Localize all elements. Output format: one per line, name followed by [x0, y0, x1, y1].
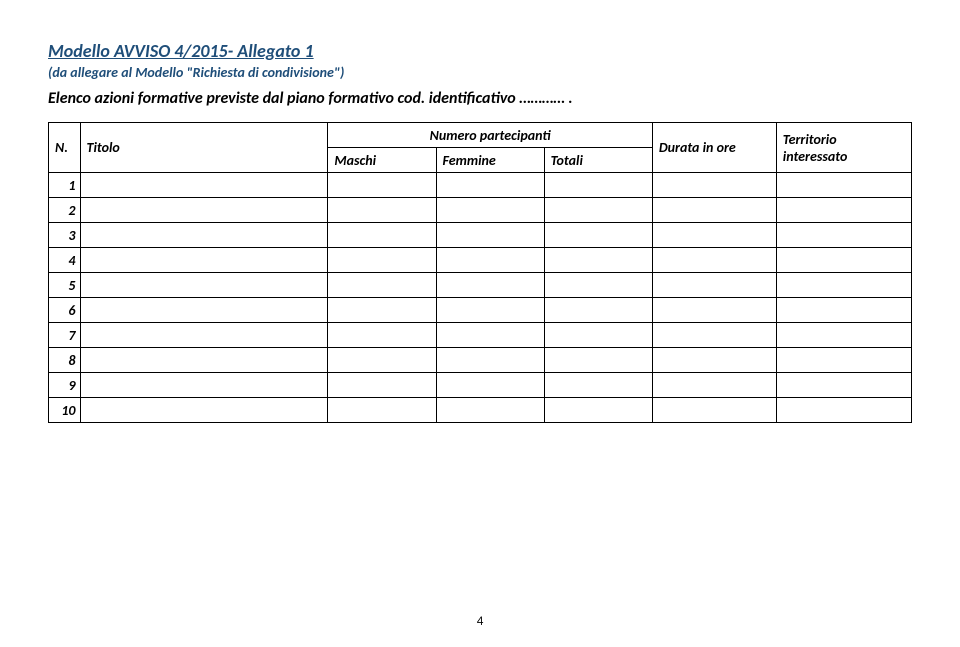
document-title: Modello AVVISO 4/2015- Allegato 1: [48, 40, 912, 62]
table-row: 6: [49, 298, 912, 323]
row-number: 7: [49, 323, 81, 348]
table-cell: [80, 273, 328, 298]
table-cell: [436, 198, 544, 223]
table-cell: [436, 323, 544, 348]
table-cell: [652, 173, 776, 198]
table-cell: [328, 323, 436, 348]
table-cell: [544, 398, 652, 423]
table-cell: [328, 398, 436, 423]
table-cell: [776, 198, 911, 223]
table-cell: [652, 398, 776, 423]
table-cell: [436, 248, 544, 273]
table-row: 1: [49, 173, 912, 198]
table-row: 2: [49, 198, 912, 223]
table-cell: [328, 298, 436, 323]
col-header-femmine: Femmine: [436, 148, 544, 173]
formative-actions-table: N. Titolo Numero partecipanti Durata in …: [48, 122, 912, 423]
table-cell: [80, 398, 328, 423]
table-cell: [80, 198, 328, 223]
table-cell: [80, 298, 328, 323]
table-cell: [652, 323, 776, 348]
col-header-totali: Totali: [544, 148, 652, 173]
table-cell: [436, 373, 544, 398]
table-cell: [776, 248, 911, 273]
table-cell: [776, 298, 911, 323]
col-header-territorio: Territorio interessato: [776, 123, 911, 173]
table-cell: [652, 298, 776, 323]
table-cell: [328, 373, 436, 398]
table-cell: [80, 173, 328, 198]
table-row: 3: [49, 223, 912, 248]
row-number: 4: [49, 248, 81, 273]
table-cell: [776, 273, 911, 298]
table-cell: [80, 323, 328, 348]
table-cell: [776, 348, 911, 373]
table-row: 7: [49, 323, 912, 348]
col-header-maschi: Maschi: [328, 148, 436, 173]
table-cell: [544, 248, 652, 273]
table-cell: [436, 273, 544, 298]
table-cell: [436, 348, 544, 373]
table-cell: [80, 348, 328, 373]
row-number: 6: [49, 298, 81, 323]
col-header-durata: Durata in ore: [652, 123, 776, 173]
table-cell: [776, 373, 911, 398]
table-cell: [328, 248, 436, 273]
table-cell: [652, 273, 776, 298]
table-cell: [652, 373, 776, 398]
col-header-n: N.: [49, 123, 81, 173]
table-cell: [544, 348, 652, 373]
table-cell: [328, 198, 436, 223]
table-cell: [652, 198, 776, 223]
table-cell: [436, 223, 544, 248]
table-cell: [652, 223, 776, 248]
table-cell: [544, 223, 652, 248]
col-header-partecipanti: Numero partecipanti: [328, 123, 652, 148]
row-number: 3: [49, 223, 81, 248]
table-cell: [776, 173, 911, 198]
row-number: 9: [49, 373, 81, 398]
table-row: 9: [49, 373, 912, 398]
table-cell: [544, 323, 652, 348]
territorio-line1: Territorio: [783, 131, 837, 148]
table-cell: [544, 298, 652, 323]
table-row: 8: [49, 348, 912, 373]
table-cell: [80, 223, 328, 248]
table-cell: [776, 323, 911, 348]
table-cell: [436, 173, 544, 198]
table-cell: [328, 173, 436, 198]
table-cell: [436, 398, 544, 423]
table-cell: [328, 273, 436, 298]
table-cell: [80, 248, 328, 273]
row-number: 1: [49, 173, 81, 198]
row-number: 10: [49, 398, 81, 423]
table-cell: [544, 273, 652, 298]
table-row: 5: [49, 273, 912, 298]
col-header-titolo: Titolo: [80, 123, 328, 173]
table-row: 10: [49, 398, 912, 423]
table-cell: [80, 373, 328, 398]
table-cell: [652, 248, 776, 273]
table-cell: [544, 373, 652, 398]
page-number: 4: [477, 614, 484, 629]
table-cell: [544, 198, 652, 223]
table-cell: [328, 348, 436, 373]
row-number: 5: [49, 273, 81, 298]
table-row: 4: [49, 248, 912, 273]
table-cell: [328, 223, 436, 248]
row-number: 8: [49, 348, 81, 373]
document-description: Elenco azioni formative previste dal pia…: [48, 89, 912, 108]
territorio-line2: interessato: [783, 148, 848, 165]
document-subtitle: (da allegare al Modello "Richiesta di co…: [48, 64, 912, 81]
row-number: 2: [49, 198, 81, 223]
table-cell: [652, 348, 776, 373]
table-cell: [776, 223, 911, 248]
table-cell: [436, 298, 544, 323]
table-cell: [544, 173, 652, 198]
table-cell: [776, 398, 911, 423]
